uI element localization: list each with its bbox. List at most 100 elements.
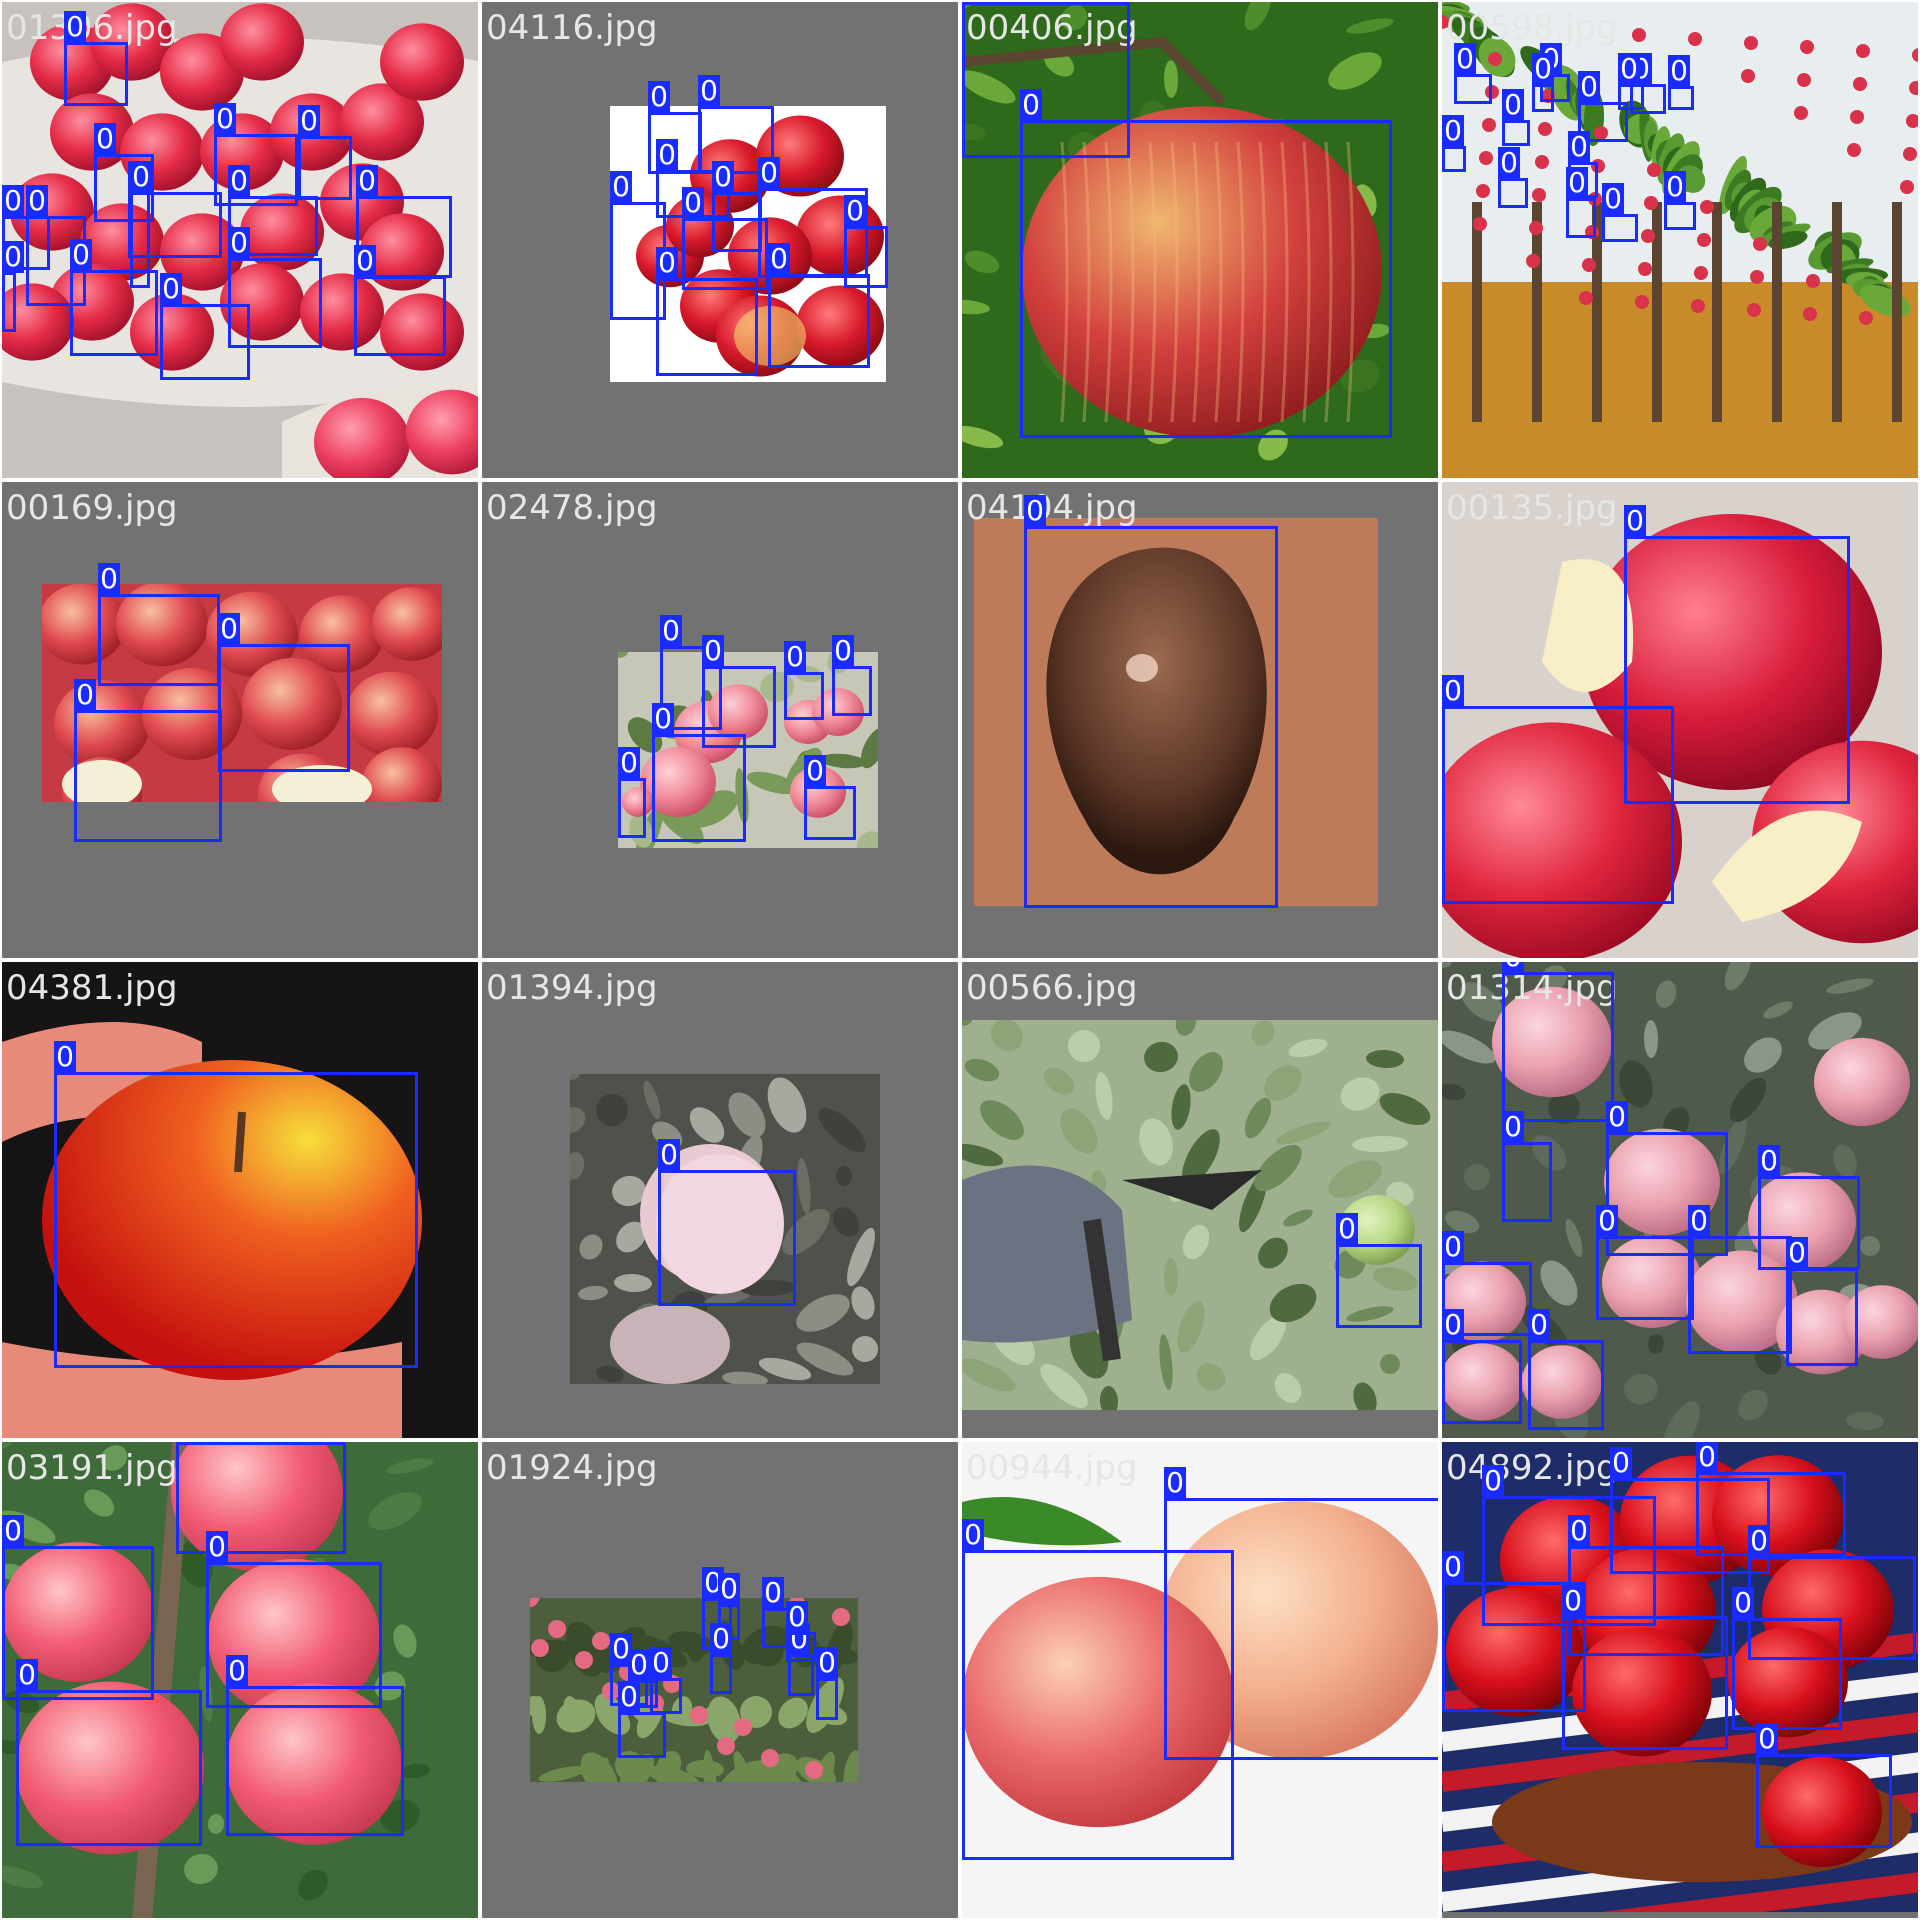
class-label: 0 bbox=[702, 635, 724, 667]
bounding-box: 0 bbox=[618, 1681, 666, 1758]
bounding-box: 0 bbox=[710, 1623, 732, 1694]
bounding-box: 0 bbox=[1688, 1205, 1792, 1354]
class-label: 0 bbox=[160, 273, 182, 305]
class-label: 0 bbox=[712, 161, 734, 193]
class-label: 0 bbox=[1502, 89, 1524, 121]
class-label: 0 bbox=[962, 2, 984, 3]
class-label: 0 bbox=[656, 139, 678, 171]
bounding-box: 0 bbox=[804, 755, 856, 840]
class-label: 0 bbox=[70, 239, 92, 271]
class-label: 0 bbox=[1532, 53, 1554, 85]
class-label: 0 bbox=[1454, 43, 1476, 75]
class-label: 0 bbox=[844, 195, 866, 227]
bounding-box: 0 bbox=[1442, 1231, 1532, 1336]
class-label: 0 bbox=[214, 103, 236, 135]
bounding-box: 0 bbox=[712, 161, 762, 252]
filename-label: 00566.jpg bbox=[966, 968, 1138, 1008]
bounding-box: 0 bbox=[1502, 1111, 1552, 1222]
bounding-box: 0 bbox=[1732, 1587, 1842, 1730]
class-label: 0 bbox=[1442, 1231, 1464, 1263]
bounding-box: 0 bbox=[844, 195, 888, 288]
class-label: 0 bbox=[1568, 131, 1590, 163]
bounding-box: 0 bbox=[1596, 1205, 1694, 1320]
bounding-box: 0 bbox=[1454, 43, 1492, 104]
bounding-box: 0 bbox=[354, 245, 446, 356]
bounding-box: 0 bbox=[1618, 53, 1644, 110]
tile-00169: 00169.jpg 0 0 0 bbox=[2, 482, 478, 958]
bounding-box: 0 bbox=[768, 243, 870, 368]
bounding-box: 0 bbox=[1024, 495, 1278, 908]
class-label: 0 bbox=[130, 161, 152, 193]
class-label: 0 bbox=[656, 247, 678, 279]
bounding-box: 0 bbox=[702, 635, 776, 748]
bounding-box: 0 bbox=[656, 247, 758, 376]
class-label: 0 bbox=[1748, 1525, 1770, 1557]
class-label: 0 bbox=[1786, 1237, 1808, 1269]
bounding-box: 0 bbox=[962, 2, 1130, 158]
bounding-box: 0 bbox=[160, 273, 250, 380]
class-label: 0 bbox=[1606, 1101, 1628, 1133]
class-label: 0 bbox=[16, 1659, 38, 1691]
class-label: 0 bbox=[786, 1601, 808, 1633]
class-label: 0 bbox=[618, 1681, 640, 1713]
class-label: 0 bbox=[1482, 1465, 1504, 1497]
bounding-box: 0 bbox=[74, 679, 222, 842]
class-label: 0 bbox=[762, 1577, 784, 1609]
bounding-box: 0 bbox=[660, 615, 722, 730]
class-label: 0 bbox=[2, 241, 24, 273]
bounding-box: 0 bbox=[1502, 89, 1530, 146]
bounding-box: 0 bbox=[682, 187, 768, 290]
class-label: 0 bbox=[610, 171, 632, 203]
class-label: 0 bbox=[718, 1573, 740, 1605]
bounding-box: 0 bbox=[2, 185, 50, 270]
class-label: 0 bbox=[652, 703, 674, 735]
photo bbox=[974, 518, 1378, 906]
bounding-box: 0 bbox=[650, 1647, 682, 1714]
class-label: 0 bbox=[1610, 1447, 1632, 1479]
class-label: 0 bbox=[26, 185, 48, 217]
photo bbox=[962, 2, 1438, 478]
tile-04104: 04104.jpg 0 bbox=[962, 482, 1438, 958]
bounding-box: 0 bbox=[1664, 171, 1696, 230]
bounding-box: 0 bbox=[1786, 1237, 1858, 1366]
class-label: 0 bbox=[962, 1519, 984, 1551]
class-label: 0 bbox=[1596, 1205, 1618, 1237]
bounding-box: 0 bbox=[54, 1041, 418, 1368]
bounding-box: 0 bbox=[1336, 1213, 1422, 1328]
class-label: 0 bbox=[74, 679, 96, 711]
bounding-box: 0 bbox=[1566, 167, 1596, 238]
class-label: 0 bbox=[1602, 183, 1624, 215]
class-label: 0 bbox=[1336, 1213, 1358, 1245]
class-label: 0 bbox=[1442, 1551, 1464, 1583]
bounding-box: 0 bbox=[130, 161, 152, 288]
class-label: 0 bbox=[650, 1647, 672, 1679]
class-label: 0 bbox=[1624, 505, 1646, 537]
tile-04381: 04381.jpg 0 bbox=[2, 962, 478, 1438]
class-label: 0 bbox=[54, 1041, 76, 1073]
bounding-box: 0 bbox=[1498, 147, 1528, 208]
class-label: 0 bbox=[768, 243, 790, 275]
bounding-box: 0 bbox=[1668, 55, 1694, 110]
bounding-box: 0 bbox=[784, 641, 824, 720]
class-label: 0 bbox=[1164, 1467, 1186, 1499]
bounding-box: 0 bbox=[98, 563, 220, 686]
tile-02478: 02478.jpg 0 0 0 0 0 0 0 bbox=[482, 482, 958, 958]
photo bbox=[2, 962, 478, 1438]
bounding-box: 0 bbox=[228, 227, 322, 348]
class-label: 0 bbox=[298, 105, 320, 137]
class-label: 0 bbox=[784, 641, 806, 673]
class-label: 0 bbox=[1502, 962, 1524, 973]
bounding-box: 0 bbox=[1442, 1551, 1586, 1712]
class-label: 0 bbox=[1442, 1309, 1464, 1341]
bounding-box: 0 bbox=[832, 635, 872, 716]
bounding-box: 0 bbox=[618, 747, 646, 838]
class-label: 0 bbox=[1578, 71, 1600, 103]
bounding-box: 0 bbox=[1756, 1723, 1892, 1848]
class-label: 0 bbox=[218, 613, 240, 645]
class-label: 0 bbox=[1502, 1111, 1524, 1143]
class-label: 0 bbox=[1668, 55, 1690, 87]
class-label: 0 bbox=[832, 635, 854, 667]
